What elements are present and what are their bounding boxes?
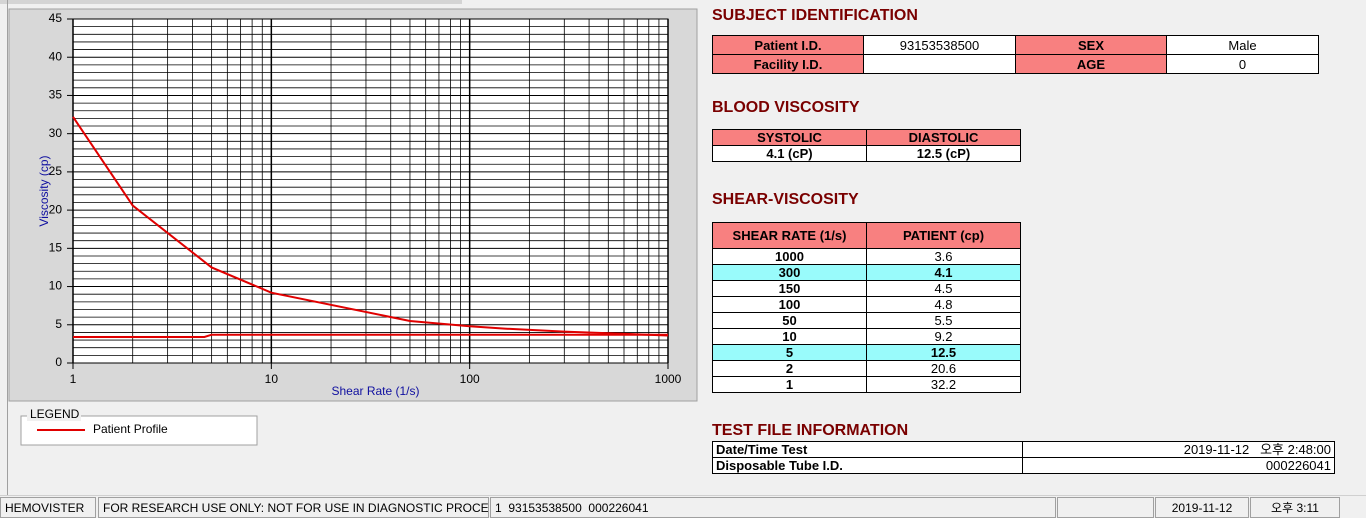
table-cell: 300 (712, 264, 867, 281)
status-segment: HEMOVISTER (0, 497, 96, 518)
table-header: PATIENT (cp) (866, 222, 1021, 249)
table-cell: 3.6 (866, 248, 1021, 265)
x-tick-label: 1 (70, 372, 77, 386)
table-cell: 1000 (712, 248, 867, 265)
y-tick-label: 45 (49, 11, 63, 25)
field-label: Patient I.D. (712, 35, 864, 55)
status-segment: FOR RESEARCH USE ONLY: NOT FOR USE IN DI… (98, 497, 489, 518)
field-value (863, 54, 1016, 74)
info-label: Date/Time Test (712, 441, 1023, 458)
table-header: DIASTOLIC (866, 129, 1021, 146)
table-cell: 1 (712, 376, 867, 393)
field-label: SEX (1015, 35, 1167, 55)
y-tick-label: 20 (49, 202, 63, 216)
table-cell: 50 (712, 312, 867, 329)
field-value: 0 (1166, 54, 1319, 74)
table-header: SHEAR RATE (1/s) (712, 222, 867, 249)
y-tick-label: 30 (49, 126, 63, 140)
table-cell: 20.6 (866, 360, 1021, 377)
table-cell: 5.5 (866, 312, 1021, 329)
y-tick-label: 40 (49, 49, 63, 63)
y-tick-label: 10 (49, 279, 63, 293)
table-cell: 100 (712, 296, 867, 313)
y-tick-label: 5 (55, 317, 62, 331)
legend-label: Patient Profile (93, 422, 168, 436)
section-title: SHEAR-VISCOSITY (712, 191, 859, 208)
data-line (72, 116, 669, 337)
field-value: 93153538500 (863, 35, 1016, 55)
table-cell: 32.2 (866, 376, 1021, 393)
table-cell: 5 (712, 344, 867, 361)
y-axis-label: Viscosity (cp) (37, 155, 51, 226)
table-cell: 2 (712, 360, 867, 377)
x-axis-label: Shear Rate (1/s) (331, 384, 419, 398)
table-cell: 9.2 (866, 328, 1021, 345)
left-border (7, 0, 8, 495)
status-segment: 2019-11-12 (1155, 497, 1249, 518)
field-label: Facility I.D. (712, 54, 864, 74)
y-tick-label: 15 (49, 241, 63, 255)
table-cell: 4.8 (866, 296, 1021, 313)
status-segment (1057, 497, 1154, 518)
section-title: SUBJECT IDENTIFICATION (712, 7, 918, 24)
top-bar (0, 0, 462, 4)
info-label: Disposable Tube I.D. (712, 457, 1023, 474)
info-value: 000226041 (1022, 457, 1335, 474)
chart: 0 5 10 15 20 25 30 35 40 45 1 10 100 1000 Viscosity (c… (8, 8, 698, 446)
info-value: 2019-11-12 오후 2:48:00 (1022, 441, 1335, 458)
y-tick-label: 0 (55, 355, 62, 369)
y-tick-label: 25 (49, 164, 63, 178)
y-tick-label: 35 (49, 88, 63, 102)
field-label: AGE (1015, 54, 1167, 74)
table-header: SYSTOLIC (712, 129, 867, 146)
x-tick-label: 100 (460, 372, 480, 386)
plot-area (72, 18, 669, 364)
legend-title-bg (27, 409, 81, 421)
section-title: TEST FILE INFORMATION (712, 422, 909, 439)
table-cell: 4.5 (866, 280, 1021, 297)
field-value: Male (1166, 35, 1319, 55)
data-line (73, 333, 668, 339)
table-cell: 12.5 (866, 344, 1021, 361)
table-value: 4.1 (cP) (712, 145, 867, 162)
table-value: 12.5 (cP) (866, 145, 1021, 162)
status-segment: 1 93153538500 000226041 (490, 497, 1056, 518)
x-tick-label: 1000 (655, 372, 682, 386)
status-segment: 오후 3:11 (1250, 497, 1340, 518)
section-title: BLOOD VISCOSITY (712, 99, 860, 116)
table-cell: 4.1 (866, 264, 1021, 281)
table-cell: 150 (712, 280, 867, 297)
legend-title: LEGEND (30, 407, 80, 421)
table-cell: 10 (712, 328, 867, 345)
x-tick-label: 10 (265, 372, 279, 386)
status-bar (0, 495, 1366, 518)
